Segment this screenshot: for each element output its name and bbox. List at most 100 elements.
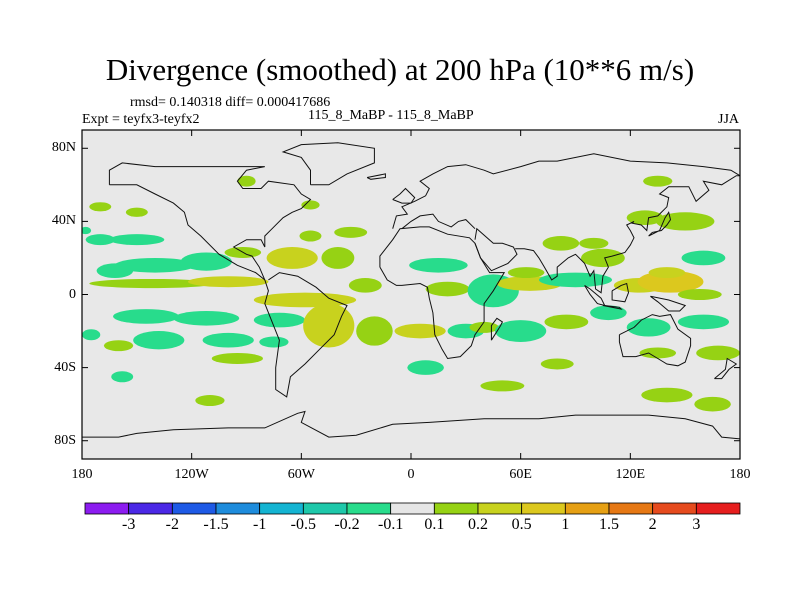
coastline <box>281 142 375 186</box>
field-patch <box>677 289 722 300</box>
coastline <box>650 295 687 312</box>
coastline <box>82 410 740 440</box>
field-patch <box>655 212 715 231</box>
colorbar-swatch <box>433 502 479 515</box>
map-background <box>82 130 740 459</box>
x-tick-label: 0 <box>407 467 415 482</box>
field-patch <box>211 352 263 364</box>
field-patch <box>111 371 134 383</box>
field-patch <box>348 278 382 293</box>
field-patch <box>579 237 609 249</box>
field-patch <box>89 202 112 212</box>
coastline <box>611 282 630 303</box>
coastline <box>618 314 692 367</box>
field-patch <box>542 236 580 251</box>
y-tick-label: 40S <box>54 359 76 375</box>
colorbar-label: -1.5 <box>203 516 229 533</box>
x-tick-label: 120W <box>174 467 209 482</box>
field-patch <box>109 234 165 246</box>
field-patch <box>480 380 525 392</box>
field-patch <box>639 347 677 359</box>
colorbar-swatch <box>171 502 217 515</box>
colorbar-swatch <box>346 502 392 515</box>
colorbar-label: -0.1 <box>377 516 404 533</box>
coastline <box>108 162 312 281</box>
colorbar-swatch <box>521 502 566 515</box>
colorbar-swatch <box>302 502 348 515</box>
field-patch <box>694 396 731 412</box>
colorbar-swatch <box>695 502 741 515</box>
colorbar-label: -3 <box>121 516 136 533</box>
field-patch <box>82 226 92 235</box>
field-patch <box>202 332 254 348</box>
field-patch <box>133 331 185 350</box>
field-patch <box>507 267 545 279</box>
field-patch <box>648 267 686 279</box>
field-patch <box>321 246 355 269</box>
field-patch <box>696 345 740 361</box>
field-patch <box>626 318 671 337</box>
colorbar-swatch <box>84 502 130 515</box>
field-patch <box>356 316 393 346</box>
field-patch <box>173 310 240 326</box>
field-patch <box>188 276 269 288</box>
field-patch <box>259 336 289 348</box>
field-patch <box>253 312 305 328</box>
coastline <box>602 305 623 310</box>
x-tick-label: 180 <box>71 467 93 482</box>
field-patch <box>103 340 134 352</box>
field-patch <box>540 358 574 370</box>
field-patch <box>409 257 468 273</box>
field-patch <box>626 210 664 226</box>
field-patch <box>677 314 730 330</box>
experiment-label: Expt = teyfx3-teyfx2 <box>82 112 200 127</box>
field-patch <box>89 278 214 289</box>
field-patch <box>195 395 225 406</box>
stats-label: rmsd= 0.140318 diff= 0.000417686 <box>130 95 331 110</box>
field-patch <box>266 246 318 269</box>
colorbar-swatch <box>215 502 261 515</box>
colorbar-label: 0.5 <box>511 516 532 533</box>
colorbar-label: 0.1 <box>424 516 445 533</box>
field-patch <box>641 387 693 403</box>
field-patch <box>495 320 547 343</box>
colorbar-label: 3 <box>692 516 701 533</box>
coastline <box>392 153 740 229</box>
field-patch <box>580 248 625 268</box>
field-patch <box>544 314 589 330</box>
colorbar-label: 2 <box>648 516 657 533</box>
field-patch <box>85 234 115 246</box>
x-tick-label: 180 <box>729 467 751 482</box>
field-patch <box>299 230 322 242</box>
coastline <box>490 317 504 341</box>
coastline <box>714 357 738 380</box>
coastline <box>379 226 506 360</box>
field-patch <box>407 360 444 375</box>
case-label: 115_8_MaBP - 115_8_MaBP <box>308 108 474 123</box>
field-patch <box>334 226 368 238</box>
field-patch <box>114 257 196 273</box>
y-tick-label: 80S <box>54 432 76 448</box>
y-tick-label: 0 <box>69 286 76 302</box>
field-patch <box>425 281 470 297</box>
field-patch <box>394 323 446 339</box>
colorbar-swatch <box>128 502 173 515</box>
coastline <box>474 227 518 272</box>
field-patch <box>681 250 726 266</box>
y-tick-label: 40N <box>51 213 76 229</box>
colorbar-swatch <box>652 502 697 515</box>
colorbar-swatch <box>390 502 435 515</box>
coastline <box>392 187 416 204</box>
colorbar-swatch <box>477 502 523 515</box>
colorbar-label: -1 <box>252 516 267 533</box>
field-patch <box>113 309 179 324</box>
field-patch <box>538 272 613 288</box>
coastline <box>366 173 386 180</box>
field-patch <box>237 175 256 187</box>
colorbar-swatch <box>259 502 304 515</box>
field-patch <box>590 305 627 321</box>
colorbar-label: 1.5 <box>599 516 619 533</box>
x-tick-label: 60E <box>509 467 532 482</box>
colorbar-label: 1 <box>561 516 570 533</box>
